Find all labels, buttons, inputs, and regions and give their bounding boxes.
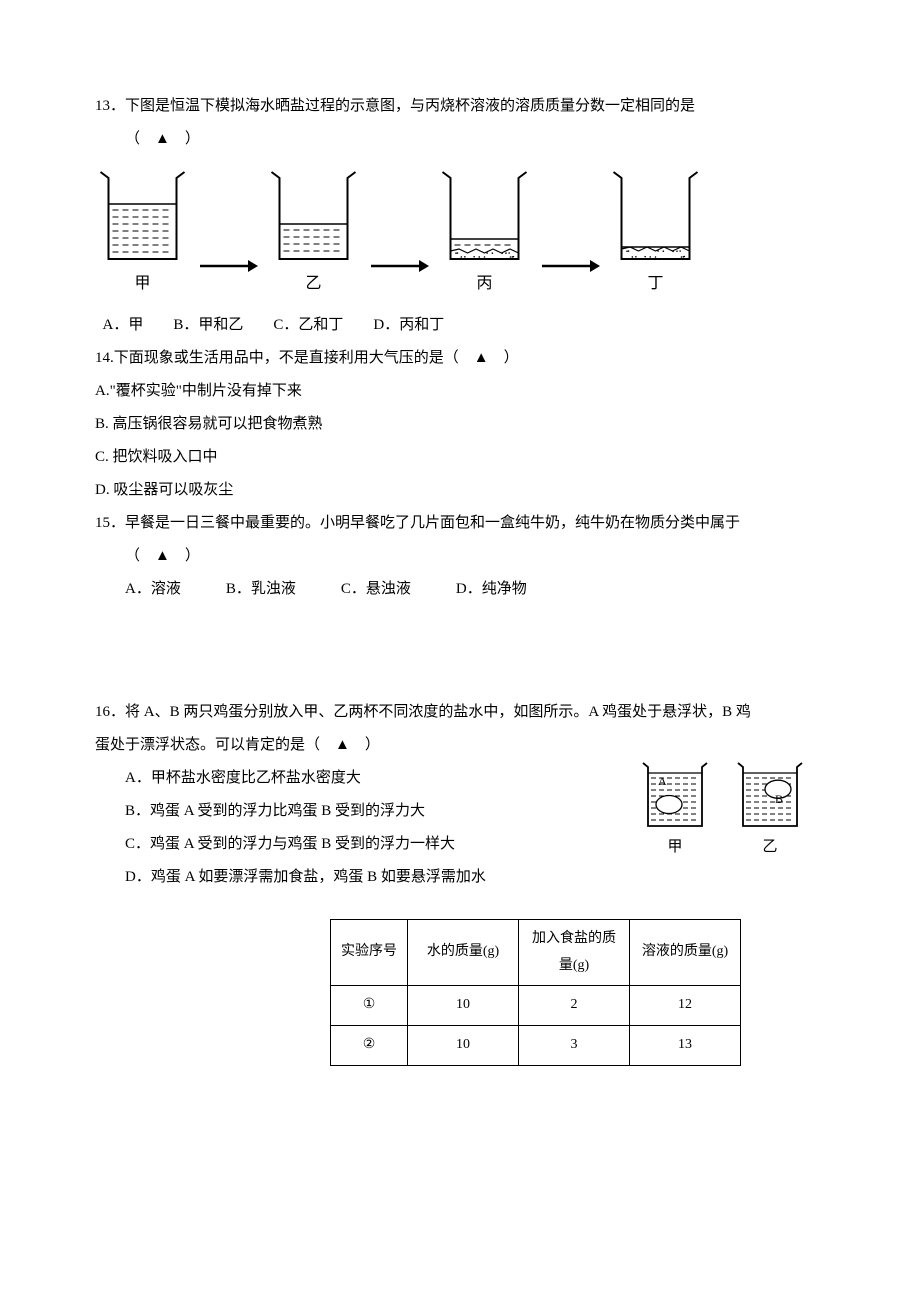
- q16-figures: A甲B乙: [640, 759, 805, 864]
- q14-stem: 14.下面现象或生活用品中，不是直接利用大气压的是（ ▲ ）: [95, 342, 825, 375]
- q16-beaker-label: 乙: [762, 831, 777, 864]
- beaker-label: 甲: [134, 266, 150, 301]
- q14-option-a: A."覆杯实验"中制片没有掉下来: [95, 375, 825, 408]
- q15-option-b: B．乳浊液: [226, 581, 296, 597]
- q16-number: 16．: [95, 704, 125, 720]
- svg-text:B: B: [775, 792, 783, 806]
- q16-option-d: D．鸡蛋 A 如要漂浮需加食盐，鸡蛋 B 如要悬浮需加水: [95, 861, 825, 894]
- q13-option-c: C．乙和丁: [273, 317, 343, 333]
- q13-options: A．甲 B．甲和乙 C．乙和丁 D．丙和丁: [95, 309, 825, 342]
- beaker-label: 乙: [305, 266, 321, 301]
- q13-stem: 13．下图是恒温下模拟海水晒盐过程的示意图，与丙烧杯溶液的溶质质量分数一定相同的…: [95, 90, 825, 123]
- beaker-label: 丁: [647, 266, 663, 301]
- arrow-icon: [369, 256, 429, 301]
- q16-beaker-label: 甲: [667, 831, 682, 864]
- q14-option-d: D. 吸尘器可以吸灰尘: [95, 474, 825, 507]
- q15-number: 15．: [95, 515, 125, 531]
- q15-options: A．溶液 B．乳浊液 C．悬浊液 D．纯净物: [95, 573, 825, 606]
- arrow-icon: [540, 256, 600, 301]
- table-cell: ①: [331, 986, 408, 1026]
- table-cell: 10: [408, 1025, 519, 1065]
- q15-text: 早餐是一日三餐中最重要的。小明早餐吃了几片面包和一盒纯牛奶，纯牛奶在物质分类中属…: [125, 515, 740, 531]
- q14-option-c: C. 把饮料吸入口中: [95, 441, 825, 474]
- table-row: ②10313: [331, 1025, 741, 1065]
- table-cell: ②: [331, 1025, 408, 1065]
- q16-beaker-乙: B乙: [735, 759, 805, 864]
- q16-stem-line1: 16．将 A、B 两只鸡蛋分别放入甲、乙两杯不同浓度的盐水中，如图所示。A 鸡蛋…: [95, 696, 825, 729]
- table-header-cell: 加入食盐的质量(g): [519, 920, 630, 986]
- beaker-丙: 丙: [437, 164, 532, 301]
- q16-body: 蛋处于漂浮状态。可以肯定的是（ ▲ ） A．甲杯盐水密度比乙杯盐水密度大 B．鸡…: [95, 729, 825, 894]
- table-header-cell: 实验序号: [331, 920, 408, 986]
- svg-text:A: A: [658, 774, 667, 788]
- q15-option-a: A．溶液: [125, 581, 181, 597]
- q13-beakers-figure: 甲乙丙丁: [95, 164, 825, 301]
- q15-option-d: D．纯净物: [456, 581, 527, 597]
- q13-option-b: B．甲和乙: [173, 317, 243, 333]
- beaker-乙: 乙: [266, 164, 361, 301]
- q15-option-c: C．悬浊液: [341, 581, 411, 597]
- q14-option-b: B. 高压锅很容易就可以把食物煮熟: [95, 408, 825, 441]
- q13-option-d: D．丙和丁: [373, 317, 444, 333]
- q13-option-a: A．甲: [103, 317, 144, 333]
- section-spacer: [95, 606, 825, 696]
- table-row: ①10212: [331, 986, 741, 1026]
- q15-blank: （ ▲ ）: [95, 540, 825, 573]
- q13-number: 13．: [95, 98, 125, 114]
- beaker-label: 丙: [476, 266, 492, 301]
- table-cell: 3: [519, 1025, 630, 1065]
- q16-stem-line2: 蛋处于漂浮状态。可以肯定的是（ ▲ ）: [95, 729, 825, 762]
- table-header-cell: 溶液的质量(g): [630, 920, 741, 986]
- table-header-cell: 水的质量(g): [408, 920, 519, 986]
- table-cell: 12: [630, 986, 741, 1026]
- beaker-甲: 甲: [95, 164, 190, 301]
- q14-number: 14.: [95, 350, 114, 366]
- beaker-丁: 丁: [608, 164, 703, 301]
- q16-beaker-甲: A甲: [640, 759, 710, 864]
- table-header-row: 实验序号水的质量(g)加入食盐的质量(g)溶液的质量(g): [331, 920, 741, 986]
- q16-text1: 将 A、B 两只鸡蛋分别放入甲、乙两杯不同浓度的盐水中，如图所示。A 鸡蛋处于悬…: [125, 704, 751, 720]
- table-cell: 10: [408, 986, 519, 1026]
- table-cell: 2: [519, 986, 630, 1026]
- table-cell: 13: [630, 1025, 741, 1065]
- q13-text: 下图是恒温下模拟海水晒盐过程的示意图，与丙烧杯溶液的溶质质量分数一定相同的是: [125, 98, 695, 114]
- q13-blank: （ ▲ ）: [95, 123, 825, 156]
- experiment-table: 实验序号水的质量(g)加入食盐的质量(g)溶液的质量(g)①10212②1031…: [330, 919, 741, 1065]
- q15-stem: 15．早餐是一日三餐中最重要的。小明早餐吃了几片面包和一盒纯牛奶，纯牛奶在物质分…: [95, 507, 825, 540]
- q14-text: 下面现象或生活用品中，不是直接利用大气压的是（ ▲ ）: [114, 350, 519, 366]
- arrow-icon: [198, 256, 258, 301]
